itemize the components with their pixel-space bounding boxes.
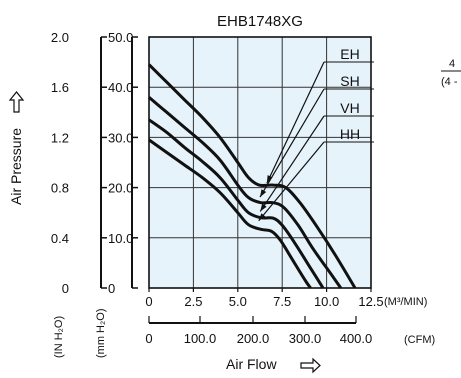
up-arrow-icon — [8, 91, 25, 113]
y-secondary-unit-label: (IN H₂O) — [53, 316, 65, 358]
x-secondary-tick-label: 400.0 — [340, 331, 373, 346]
x-primary-tick-label: 0 — [145, 294, 152, 309]
series-line-eh — [147, 63, 357, 289]
callouts: EH SH VH HH — [258, 46, 374, 222]
partial-text-bottom: (4 - — [441, 76, 458, 88]
series-label-vh: VH — [340, 100, 359, 116]
y-secondary-tick-label: 0.8 — [51, 181, 69, 196]
callout-leader — [258, 141, 325, 222]
series-label-eh: EH — [340, 46, 359, 62]
arrowhead-icon — [260, 189, 267, 198]
x-secondary-unit-label: (CFM) — [404, 334, 435, 346]
x-axes-ticks: 0 2.5 5.0 7.5 10.0 12.5 0 100.0 200.0 300.0 400.0 — [145, 288, 384, 346]
x-axis-label: Air Flow — [226, 356, 277, 372]
plot-background — [149, 37, 371, 288]
arrowhead-icon — [258, 213, 266, 221]
x-primary-tick-label: 2.5 — [184, 294, 202, 309]
x-primary-tick-label: 5.0 — [229, 294, 247, 309]
x-primary-unit-label: (M³/MIN) — [384, 296, 427, 308]
y-primary-tick-label: 40.0 — [108, 80, 133, 95]
series-line-hh — [148, 138, 312, 289]
chart-title: EHB1748XG — [217, 13, 303, 30]
y-axis-label: Air Pressure — [8, 128, 24, 205]
x-secondary-tick-label: 200.0 — [237, 331, 270, 346]
x-secondary-tick-label: 0 — [145, 331, 152, 346]
x-secondary-tick-label: 100.0 — [184, 331, 217, 346]
callout-leader — [259, 88, 325, 198]
y-secondary-tick-label: 1.6 — [51, 80, 69, 95]
series-line-vh — [148, 118, 325, 289]
x-primary-tick-label: 7.5 — [273, 294, 291, 309]
y-secondary-tick-label: 1.2 — [51, 130, 69, 145]
plot-frame — [148, 36, 372, 289]
right-arrow-icon — [300, 357, 321, 374]
x-secondary-tick-label: 300.0 — [289, 331, 322, 346]
x-primary-tick-label: 12.5 — [358, 294, 383, 309]
y-primary-tick-label: 10.0 — [108, 231, 133, 246]
y-primary-unit-label: (mm H₂O) — [95, 309, 107, 358]
x-primary-tick-label: 10.0 — [314, 294, 339, 309]
callout-leader — [266, 61, 325, 184]
callout-leader — [259, 115, 325, 212]
y-axes-ticks: 0 0 10.0 0.4 20.0 0.8 30.0 1.2 40.0 1.6 50.0 2.0 — [51, 30, 138, 296]
y-primary-tick-label: 0 — [108, 281, 115, 296]
series-label-sh: SH — [340, 73, 359, 89]
y-secondary-tick-label: 0 — [62, 281, 69, 296]
y-primary-tick-label: 20.0 — [108, 181, 133, 196]
y-secondary-tick-label: 0.4 — [51, 231, 69, 246]
curves — [147, 63, 357, 289]
y-secondary-tick-label: 2.0 — [51, 30, 69, 45]
partial-text-top: 4 — [449, 58, 455, 70]
y-primary-tick-label: 30.0 — [108, 130, 133, 145]
arrowhead-icon — [260, 203, 267, 212]
series-label-hh: HH — [340, 126, 360, 142]
y-primary-tick-label: 50.0 — [108, 30, 133, 45]
series-line-sh — [148, 96, 343, 289]
